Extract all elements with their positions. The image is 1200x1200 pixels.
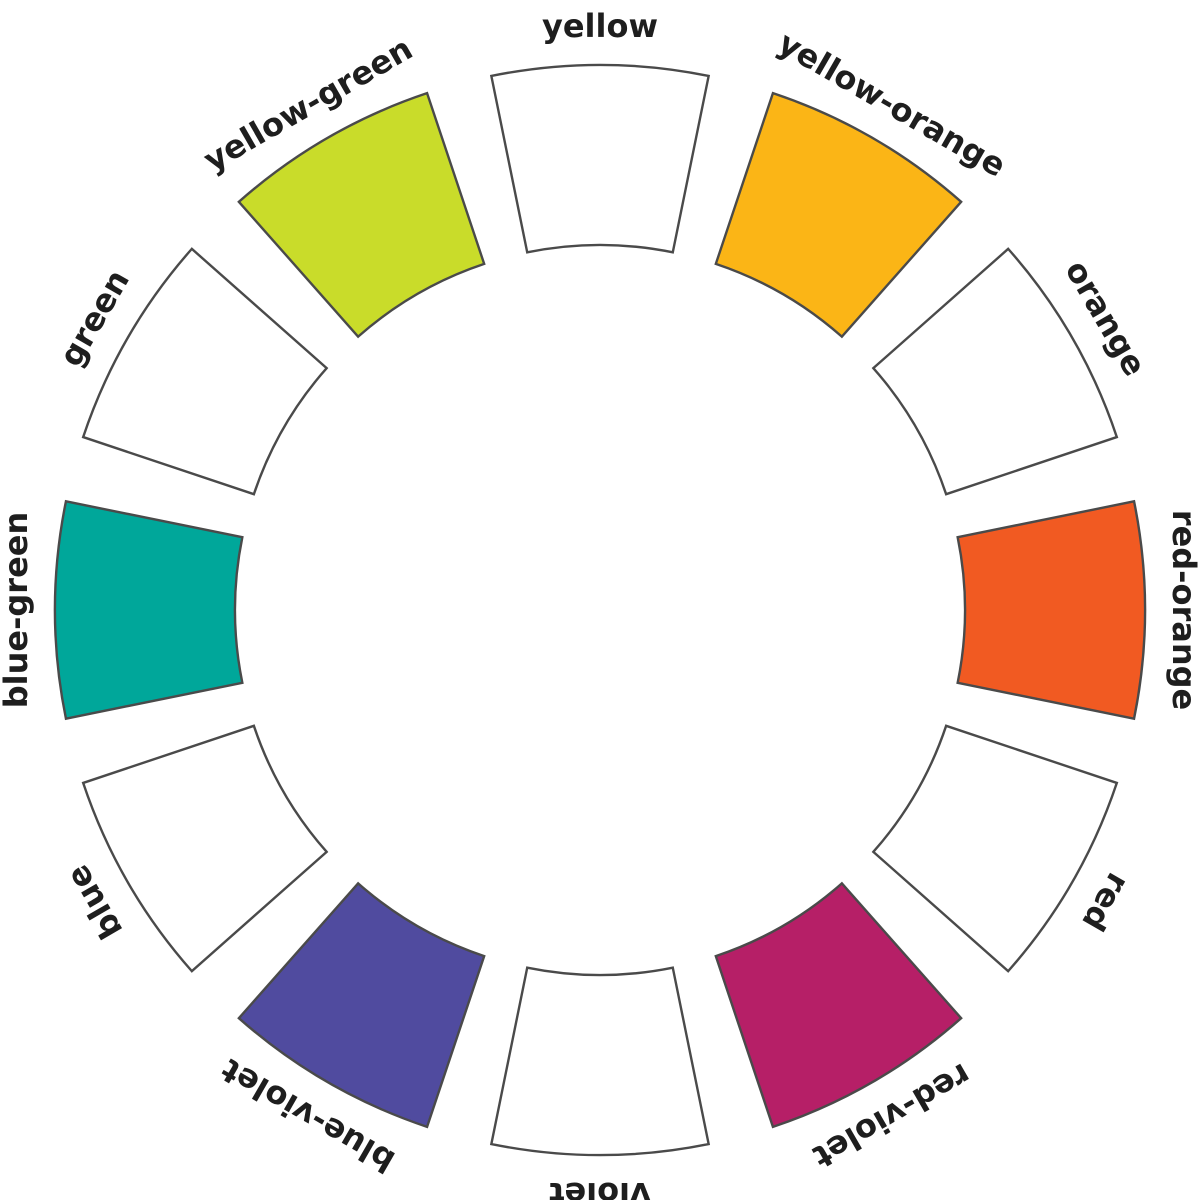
label-blue-green: blue-green — [0, 512, 35, 709]
wheel-segments — [53, 63, 1147, 1157]
label-yellow: yellow — [542, 7, 658, 45]
label-blue: blue — [58, 859, 130, 946]
segment-red-orange — [956, 499, 1147, 721]
segment-yellow — [489, 63, 711, 254]
segment-yellow-green — [237, 91, 486, 339]
label-violet: violet — [549, 1175, 651, 1200]
segment-red-violet — [714, 881, 963, 1129]
segment-red — [871, 724, 1119, 973]
label-red: red — [1074, 866, 1137, 937]
segment-yellow-orange — [714, 91, 963, 339]
segment-violet — [489, 966, 711, 1157]
segment-blue-green — [53, 499, 244, 721]
label-red-orange: red-orange — [1165, 510, 1200, 710]
segment-blue-violet — [237, 881, 486, 1129]
segment-orange — [871, 247, 1119, 496]
segment-green — [81, 247, 329, 496]
segment-blue — [81, 724, 329, 973]
